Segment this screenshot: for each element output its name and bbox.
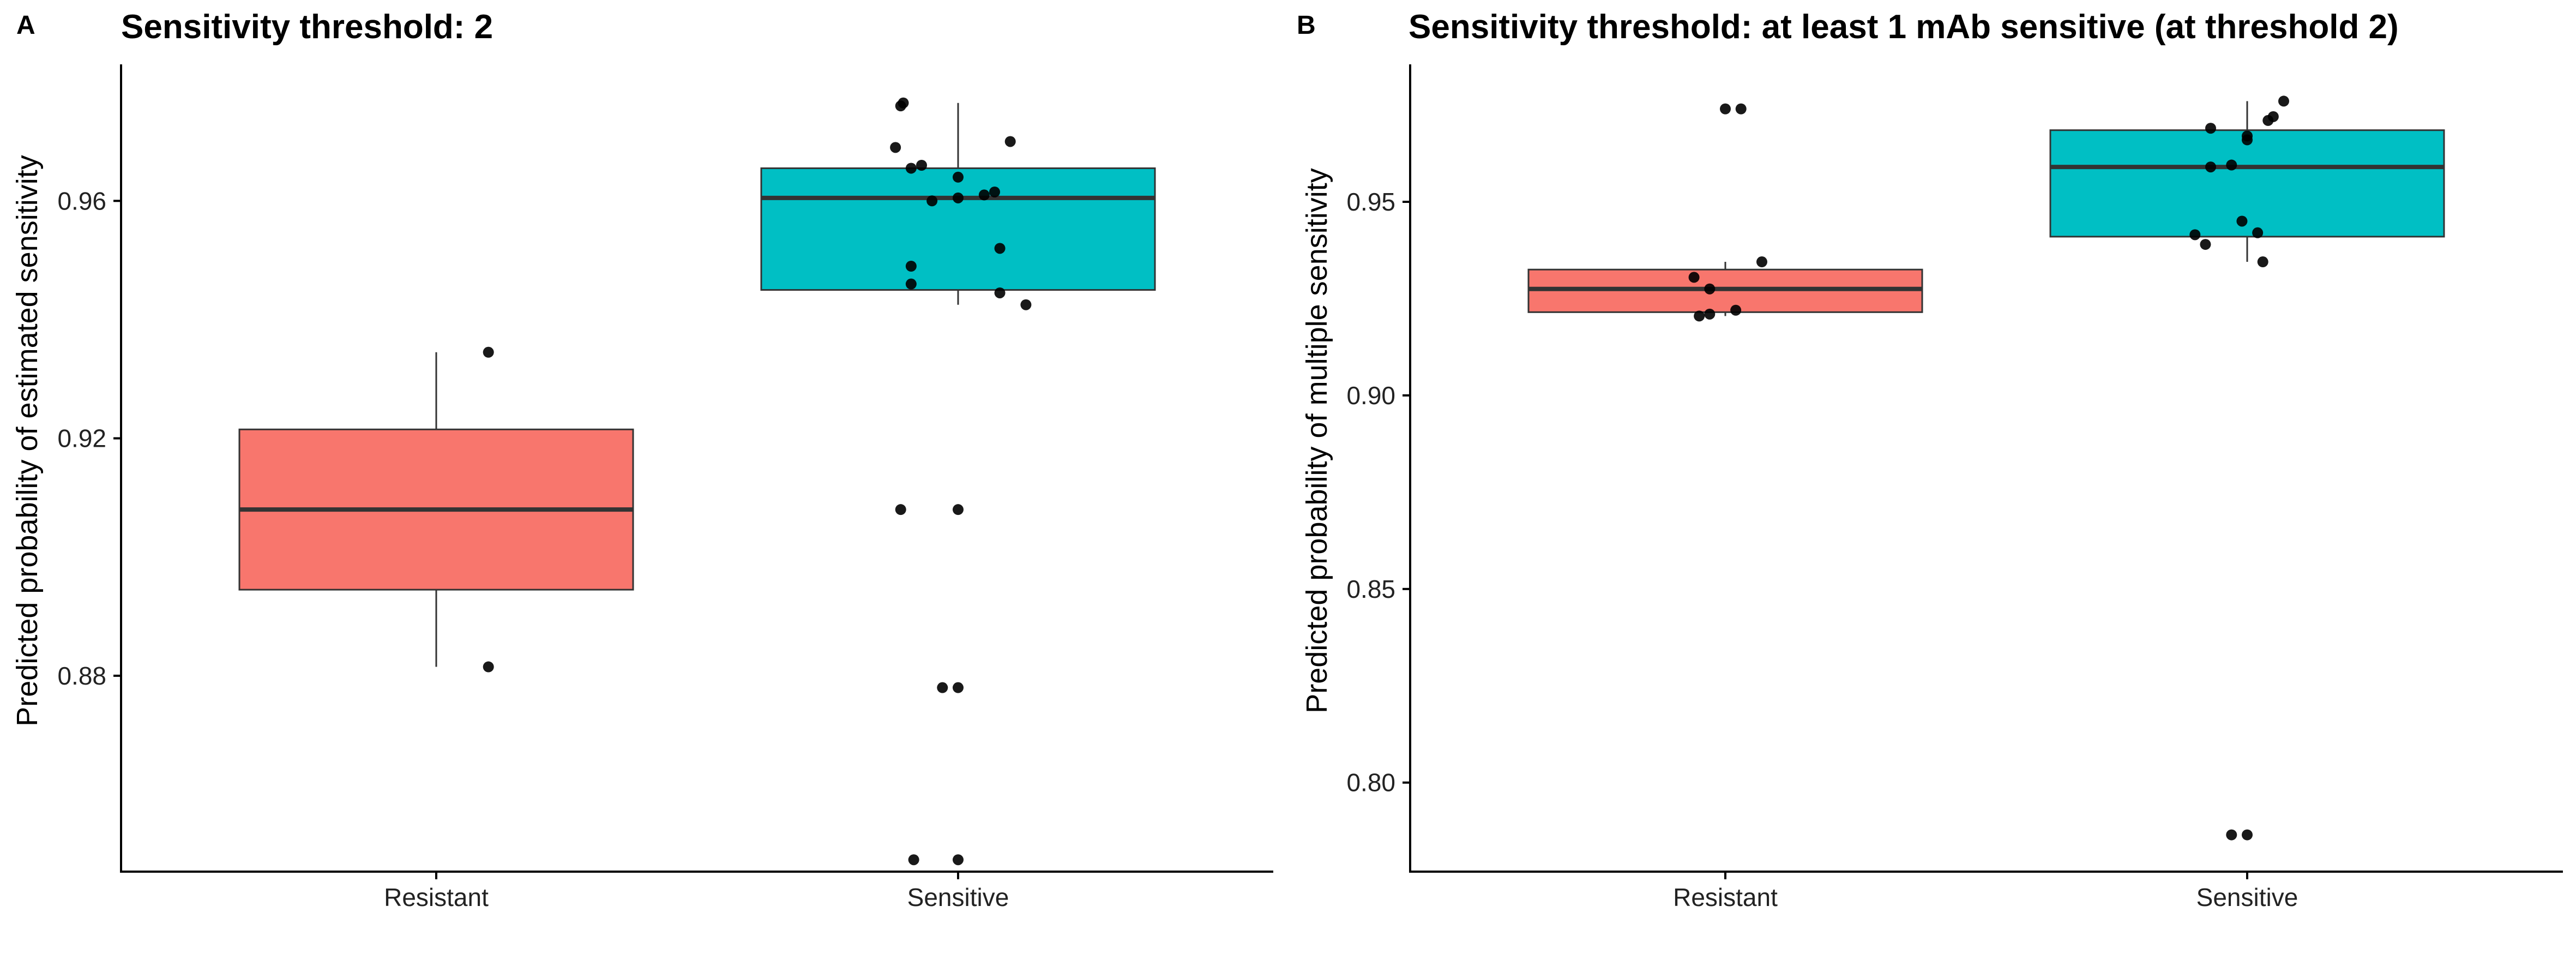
panel-a-data-point [953,854,964,866]
panel-a-y-tick-label: 0.96 [57,187,106,215]
panel-b-data-point [2205,123,2217,134]
panel-b-data-point [2242,829,2253,841]
panel-a-box-resistant [238,352,634,667]
panel-b-data-point [1730,304,1742,316]
panel-a-data-point [890,142,901,153]
panel-b-box-resistant [1527,262,1923,316]
panel-b-y-tick-label: 0.80 [1346,769,1395,797]
panel-b-x-tick-label-resistant: Resistant [1673,883,1778,911]
panel-b-data-point [1756,256,1767,268]
panel-a-data-point [895,504,906,515]
panel-b-data-point [2262,115,2274,126]
panel-a-data-point [1020,299,1032,310]
panel-a-data-point [905,261,917,272]
panel-b-data-point [2205,161,2217,173]
panel-b-box-sensitive [2049,101,2445,262]
panel-b-y-axis-title: Predicted probability of multiple sensit… [1301,168,1333,713]
panel-a-data-point [953,504,964,515]
panel-a-data-point [905,163,917,174]
panel-a-data-point [908,854,919,866]
panel-a-data-point [994,287,1006,298]
panel-a-y-tick-label: 0.88 [57,662,106,690]
panel-a-box-sensitive [760,103,1156,305]
panel-a-data-point [953,192,964,203]
panel-a-data-point [953,682,964,693]
panel-a-y-axis-title: Predicted probability of estimated sensi… [11,155,44,727]
panel-a-data-point [905,278,917,290]
iqr-box [2049,129,2445,238]
panel-b-data-point [1704,283,1716,295]
panel-b-data-point [2189,229,2201,241]
panel-b-data-point [2226,829,2237,841]
panel-b-data-point [2242,134,2253,146]
panel-b-data-point [1720,103,1731,115]
panel-a-data-point [483,661,494,673]
panel-b-data-point [2236,215,2248,227]
panel-a-data-point [1004,136,1016,147]
panel-b-letter: B [1297,11,1316,40]
panel-b-data-point [2252,227,2264,238]
panel-a-data-point [916,160,928,171]
panel-a-title: Sensitivity threshold: 2 [121,8,493,46]
panel-b-data-point [1704,308,1716,320]
panel-b-data-point [2226,159,2237,171]
panel-b-y-tick-label: 0.95 [1346,188,1395,216]
panel-a: A Sensitivity threshold: 2 Predicted pro… [11,8,1273,911]
panel-b-y-tick-label: 0.85 [1346,575,1395,603]
panel-a-data-point [898,97,909,109]
panel-a-y-tick-label: 0.92 [57,424,106,453]
panel-a-data-point [994,243,1006,254]
panel-b-data-point [2257,256,2268,268]
panel-b-data-point [2278,95,2289,107]
panel-a-plot: 0.88 0.92 0.96 Resistant Sensitive [57,64,1273,911]
panel-a-data-point [926,195,938,207]
panel-a-data-point [483,346,494,358]
panel-b-title: Sensitivity threshold: at least 1 mAb se… [1409,8,2399,46]
panel-b-data-point [1688,272,1700,283]
panel-a-data-point [937,682,948,693]
panel-a-x-tick-label-resistant: Resistant [384,883,489,911]
iqr-box [760,167,1156,291]
panel-a-data-point [978,189,990,201]
panel-a-letter: A [16,11,35,40]
panel-a-x-tick-label-sensitive: Sensitive [907,883,1009,911]
panel-b-data-point [1694,310,1705,322]
panel-a-data-point [953,171,964,183]
panel-b-data-point [1735,103,1747,115]
panel-b-x-tick-label-sensitive: Sensitive [2196,883,2298,911]
panel-b-data-point [2200,239,2211,250]
panel-b: B Sensitivity threshold: at least 1 mAb … [1297,8,2563,911]
panel-b-plot: 0.80 0.85 0.90 0.95 Resistant Sensitive [1346,64,2563,911]
panel-a-data-point [989,186,1000,197]
panel-b-y-tick-label: 0.90 [1346,381,1395,410]
